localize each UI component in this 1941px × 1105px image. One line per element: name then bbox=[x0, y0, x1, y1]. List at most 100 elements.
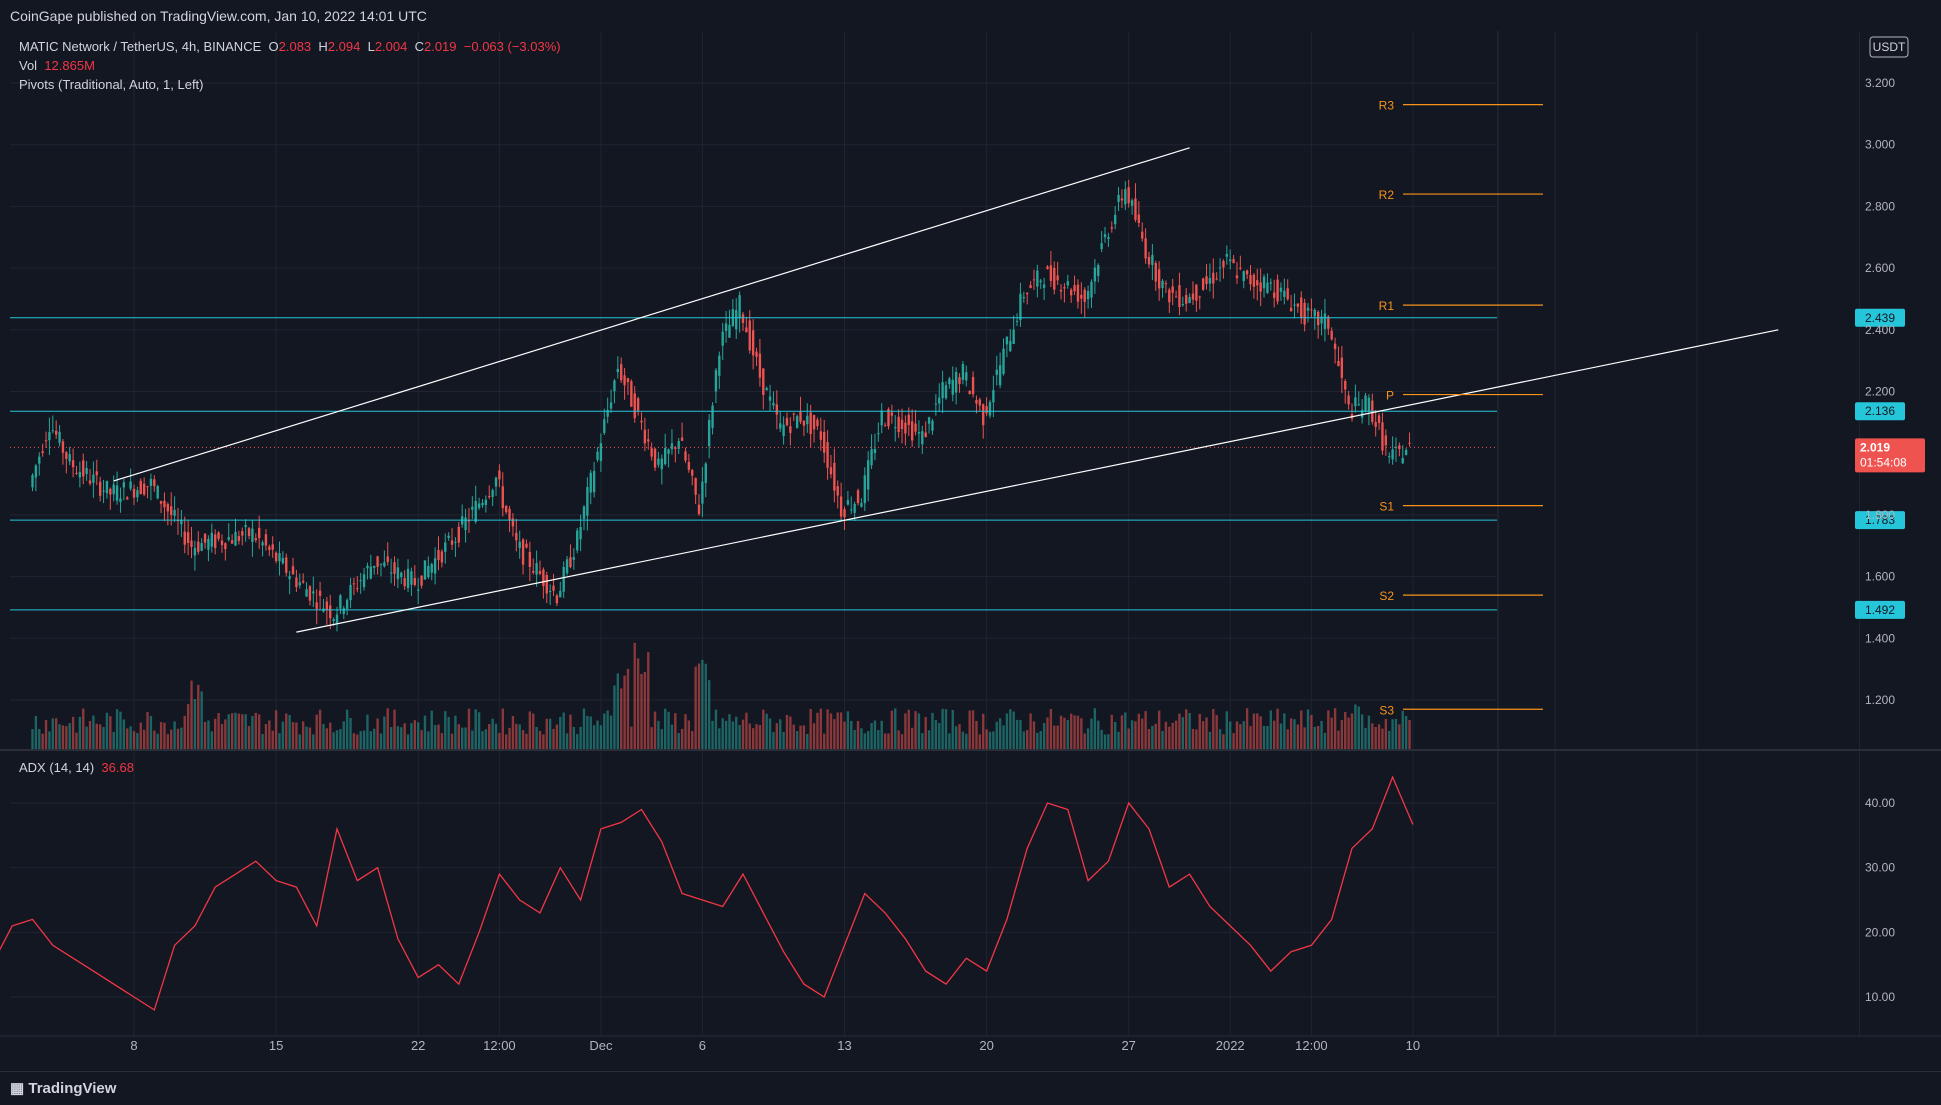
volume-bar bbox=[894, 708, 897, 749]
adx-legend[interactable]: ADX (14, 14) 36.68 bbox=[19, 760, 134, 775]
volume-bar bbox=[660, 729, 663, 749]
volume-bar bbox=[504, 734, 508, 749]
candle-body bbox=[501, 486, 504, 509]
candle-body bbox=[975, 400, 978, 404]
candle-body bbox=[1408, 442, 1411, 444]
volume-bar bbox=[332, 732, 335, 749]
pivot-label-r1: R1 bbox=[1379, 299, 1395, 313]
volume-bar bbox=[396, 726, 400, 749]
chart-frame[interactable]: 2.439 2.136 1.783 1.492 2.019 01:54:08 R3 R2 R1… bbox=[0, 31, 1941, 1071]
candle-body bbox=[220, 540, 224, 545]
volume-bar bbox=[839, 712, 843, 749]
candle-body bbox=[738, 295, 741, 319]
volume-bars bbox=[31, 642, 1411, 749]
trendlines[interactable] bbox=[113, 147, 1779, 633]
volume-bar bbox=[1249, 726, 1252, 749]
candle-body bbox=[156, 486, 159, 499]
volume-bar bbox=[1327, 710, 1330, 749]
high-value: 2.094 bbox=[327, 39, 361, 54]
candle-body bbox=[582, 506, 586, 519]
volume-bar bbox=[836, 712, 839, 749]
candle-body bbox=[555, 595, 559, 604]
candle-body bbox=[329, 605, 332, 619]
volume-bar bbox=[1036, 732, 1039, 749]
volume-bar bbox=[1225, 711, 1229, 749]
volume-bar bbox=[1103, 734, 1107, 749]
volume-bar bbox=[1110, 714, 1113, 749]
price-tick-label: 2.400 bbox=[1865, 323, 1895, 337]
volume-bar bbox=[1404, 716, 1408, 749]
candle-body bbox=[596, 451, 599, 460]
candle-body bbox=[965, 372, 968, 381]
horizontal-level-label: 1.783 bbox=[1865, 513, 1895, 527]
candle-body bbox=[565, 559, 569, 574]
candle-body bbox=[998, 365, 1002, 386]
candle-body bbox=[1212, 272, 1215, 284]
trendline-lower-channel[interactable] bbox=[296, 329, 1779, 633]
volume-bar bbox=[998, 718, 1002, 749]
price-tick-label: 2.200 bbox=[1865, 385, 1895, 399]
symbol-title[interactable]: MATIC Network / TetherUS, 4h, BINANCE bbox=[19, 39, 262, 54]
candle-body bbox=[38, 456, 41, 464]
candle-body bbox=[650, 448, 653, 457]
candle-body bbox=[904, 422, 907, 434]
candle-body bbox=[457, 526, 460, 543]
tradingview-logo[interactable]: ▦ TradingView bbox=[10, 1079, 116, 1097]
trendline-upper-channel[interactable] bbox=[113, 147, 1190, 482]
candle-body bbox=[897, 416, 900, 433]
candle-body bbox=[1367, 397, 1371, 412]
candle-body bbox=[146, 486, 149, 488]
candle-body bbox=[271, 544, 274, 550]
volume-bar bbox=[386, 708, 389, 749]
candle-body bbox=[51, 430, 54, 432]
candle-body bbox=[525, 543, 528, 548]
horizontal-level-tag bbox=[1855, 600, 1905, 619]
volume-bar bbox=[433, 725, 437, 749]
candle-body bbox=[230, 540, 234, 544]
volume-bar bbox=[1046, 717, 1049, 749]
volume-bar bbox=[924, 717, 927, 749]
candle-body bbox=[31, 475, 34, 488]
volume-bar bbox=[305, 726, 308, 749]
volume-bar bbox=[1256, 713, 1259, 749]
volume-bar bbox=[420, 730, 423, 749]
volume-bar bbox=[525, 733, 528, 749]
candle-body bbox=[633, 393, 636, 419]
grid bbox=[0, 31, 1941, 1037]
candle-body bbox=[1279, 287, 1283, 292]
volume-bar bbox=[170, 729, 173, 749]
volume-bar bbox=[85, 726, 88, 749]
volume-label[interactable]: Vol bbox=[19, 58, 38, 73]
adx-tick-label: 30.00 bbox=[1865, 861, 1895, 875]
volume-bar bbox=[34, 715, 38, 749]
candle-body bbox=[1130, 200, 1134, 206]
volume-bar bbox=[214, 718, 217, 749]
volume-bar bbox=[870, 723, 873, 749]
candle-body bbox=[680, 437, 684, 441]
adx-tick-label: 10.00 bbox=[1865, 990, 1895, 1004]
volume-bar bbox=[454, 715, 457, 749]
volume-bar bbox=[1381, 728, 1384, 749]
horizontal-level-tag bbox=[1855, 308, 1905, 327]
volume-bar bbox=[687, 720, 691, 749]
volume-bar bbox=[373, 728, 376, 749]
candle-body bbox=[491, 490, 494, 497]
volume-bar bbox=[237, 713, 241, 749]
candle-body bbox=[1344, 381, 1347, 390]
candle-body bbox=[254, 538, 257, 541]
volume-bar bbox=[288, 715, 291, 749]
volume-bar bbox=[329, 722, 332, 749]
candle-body bbox=[400, 572, 403, 578]
candle-body bbox=[748, 320, 751, 351]
candle-body bbox=[1073, 285, 1076, 292]
candle-body bbox=[795, 416, 799, 428]
candle-body bbox=[362, 574, 366, 588]
volume-bar bbox=[921, 733, 924, 749]
pivots-legend[interactable]: Pivots (Traditional, Auto, 1, Left) bbox=[19, 77, 204, 92]
candle-body bbox=[1377, 415, 1381, 423]
volume-bar bbox=[183, 715, 186, 749]
open-label: O bbox=[268, 39, 279, 54]
candle-body bbox=[1242, 271, 1245, 282]
